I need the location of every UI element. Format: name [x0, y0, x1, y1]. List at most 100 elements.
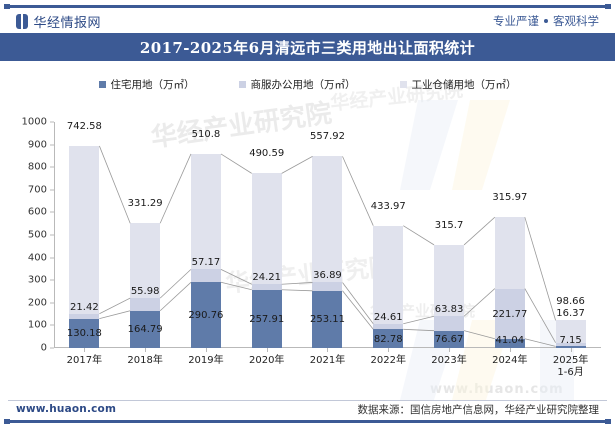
- data-label-industrial: 98.66: [556, 296, 585, 308]
- bar-segment-commercial[interactable]: [69, 313, 100, 319]
- data-label-commercial: 57.17: [191, 257, 221, 269]
- legend-item-residential[interactable]: 住宅用地（万㎡）: [98, 77, 195, 92]
- x-axis-tick-mark: [327, 348, 329, 352]
- bottom-divider: [4, 419, 611, 424]
- bar-segment-residential[interactable]: [312, 290, 343, 348]
- data-label-industrial: 315.97: [492, 192, 528, 204]
- data-label-commercial: 21.42: [70, 301, 99, 313]
- stacked-bar[interactable]: [130, 223, 161, 348]
- data-label-industrial: 557.92: [309, 131, 345, 143]
- data-label-residential: 290.76: [188, 310, 224, 322]
- x-axis-tick-label: 2018年: [127, 355, 163, 366]
- y-axis-tick-label: 400: [27, 252, 47, 264]
- bar-segment-industrial[interactable]: [434, 244, 465, 317]
- stacked-bar[interactable]: [251, 173, 282, 348]
- chart-column: 41.04 221.77 315.97 2024年: [479, 122, 540, 366]
- bar-segment-industrial[interactable]: [251, 173, 282, 285]
- bar-segment-residential[interactable]: [190, 282, 221, 348]
- bar-segment-industrial[interactable]: [312, 156, 343, 283]
- book-logo-icon: [16, 13, 28, 29]
- bar-segment-commercial[interactable]: [434, 316, 465, 331]
- stacked-bar[interactable]: [373, 225, 404, 348]
- x-axis-tick-mark: [509, 348, 511, 352]
- chart-column: 130.18 21.42 742.58 2017年: [54, 121, 115, 366]
- y-axis-tick-label: 600: [27, 206, 47, 218]
- bar-segment-commercial[interactable]: [494, 288, 525, 339]
- y-axis-tick-mark: [50, 279, 54, 281]
- y-axis-tick-label: 300: [27, 274, 47, 286]
- x-axis-tick-label: 2022年: [370, 355, 406, 366]
- bar-segment-residential[interactable]: [130, 310, 161, 348]
- footer-site-url[interactable]: www.huaon.com: [16, 403, 117, 415]
- legend-swatch-commercial: [238, 80, 246, 88]
- x-axis-tick-label: 2024年: [492, 355, 528, 366]
- bar-segment-industrial[interactable]: [130, 223, 161, 299]
- bar-segment-commercial[interactable]: [312, 282, 343, 291]
- stacked-bar[interactable]: [494, 217, 525, 348]
- stacked-bar[interactable]: [555, 320, 586, 348]
- bar-segment-industrial[interactable]: [555, 320, 586, 343]
- page-header: 华经情报网 专业严谨 客观科学: [0, 9, 615, 33]
- footer-divider: [8, 400, 607, 401]
- stacked-bar[interactable]: [434, 244, 465, 348]
- bar-segment-residential[interactable]: [69, 318, 100, 348]
- bar-segment-residential[interactable]: [555, 346, 586, 348]
- top-divider: [4, 4, 611, 9]
- chart-column: 290.76 57.17 510.8 2019年: [176, 122, 237, 366]
- x-axis-tick-mark: [570, 348, 572, 352]
- bar-segment-residential[interactable]: [373, 329, 404, 348]
- bar-segment-commercial[interactable]: [373, 323, 404, 330]
- brand: 华经情报网: [16, 12, 101, 31]
- bar-segment-residential[interactable]: [434, 330, 465, 348]
- data-label-industrial: 490.59: [249, 148, 285, 160]
- tagline-right: 客观科学: [553, 14, 599, 28]
- legend-swatch-industrial: [399, 80, 407, 88]
- data-label-residential: 41.04: [495, 335, 525, 346]
- data-label-commercial: 63.83: [434, 304, 464, 316]
- legend-item-commercial[interactable]: 商服办公用地（万㎡）: [238, 77, 356, 92]
- stacked-bar[interactable]: [190, 153, 221, 348]
- plot-area: 130.18 21.42 742.58 2017年 164.79 55.98 331.29 2…: [54, 121, 601, 378]
- legend-item-industrial[interactable]: 工业仓储用地（万㎡）: [399, 77, 517, 92]
- data-label-industrial: 433.97: [370, 200, 406, 212]
- data-label-industrial: 510.8: [191, 128, 221, 140]
- bar-segment-industrial[interactable]: [190, 153, 221, 270]
- stacked-bar-chart: 130.18 21.42 742.58 2017年 164.79 55.98 331.29 2…: [0, 96, 615, 386]
- legend-label-industrial: 工业仓储用地（万㎡）: [411, 78, 517, 91]
- data-label-residential: 257.91: [249, 313, 285, 325]
- x-axis-tick-label: 2019年: [188, 355, 224, 366]
- x-axis-tick-label: 2021年: [309, 355, 346, 366]
- data-label-commercial: 221.77: [492, 308, 528, 320]
- y-axis-tick-label: 900: [27, 139, 47, 151]
- data-label-residential: 130.18: [66, 328, 102, 340]
- chart-column: 164.79 55.98 331.29 2018年: [115, 122, 176, 366]
- x-axis-tick-mark: [205, 348, 207, 352]
- stacked-bar[interactable]: [312, 156, 343, 348]
- y-axis-tick-mark: [50, 257, 54, 259]
- bar-segment-industrial[interactable]: [373, 225, 404, 324]
- stacked-bar[interactable]: [69, 145, 100, 348]
- bar-segment-commercial[interactable]: [130, 298, 161, 311]
- bar-segment-industrial[interactable]: [69, 145, 100, 314]
- x-axis-tick-label: 2017年: [66, 355, 103, 366]
- y-axis: [54, 122, 55, 348]
- data-label-commercial: 24.61: [373, 311, 403, 323]
- data-label-residential: 82.78: [373, 333, 403, 345]
- bar-segment-commercial[interactable]: [555, 342, 586, 347]
- chart-column: 82.78 24.61 433.97 2022年: [358, 122, 419, 366]
- bar-segment-residential[interactable]: [494, 338, 525, 348]
- chart-column: 257.91 24.21 490.59 2020年: [236, 122, 297, 366]
- bullet-dot-icon: [544, 19, 548, 23]
- x-axis-tick-label: 2020年: [248, 355, 285, 366]
- data-label-residential: 76.67: [434, 334, 464, 346]
- bar-segment-commercial[interactable]: [251, 284, 282, 290]
- data-label-commercial: 16.37: [556, 308, 585, 320]
- bar-segment-industrial[interactable]: [494, 217, 525, 289]
- bar-segment-commercial[interactable]: [190, 269, 221, 283]
- y-axis-tick-mark: [50, 234, 54, 236]
- chart-column: 7.15 16.37 98.66 2025年 1-6月: [540, 122, 601, 378]
- bar-segment-residential[interactable]: [251, 289, 282, 348]
- footer-data-source: 数据来源：国信房地产信息网，华经产业研究院整理: [357, 403, 600, 416]
- page-footer: www.huaon.com 数据来源：国信房地产信息网，华经产业研究院整理: [0, 401, 615, 417]
- y-axis-tick-label: 200: [27, 297, 47, 309]
